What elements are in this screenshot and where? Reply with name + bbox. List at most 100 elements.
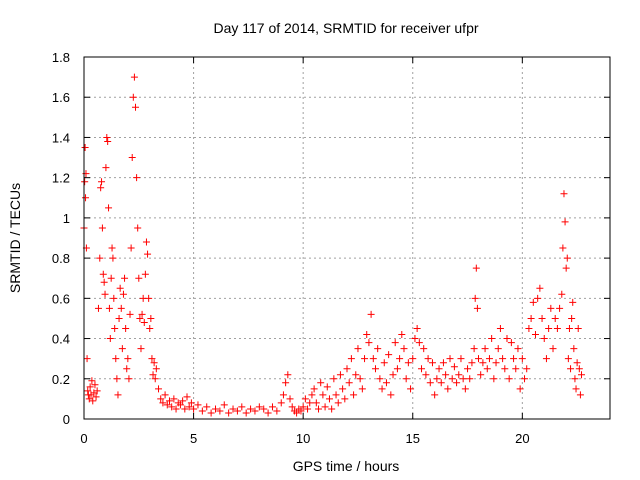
data-point bbox=[114, 391, 122, 399]
data-point bbox=[98, 178, 106, 186]
chart-title: Day 117 of 2014, SRMTID for receiver ufp… bbox=[213, 20, 478, 36]
data-point bbox=[341, 395, 349, 403]
data-point bbox=[105, 304, 113, 312]
data-point bbox=[471, 294, 479, 302]
data-point bbox=[297, 407, 305, 415]
data-point bbox=[542, 355, 550, 363]
data-point bbox=[521, 375, 529, 383]
data-point bbox=[387, 391, 395, 399]
data-point bbox=[356, 375, 364, 383]
data-point bbox=[117, 304, 125, 312]
data-point bbox=[439, 359, 447, 367]
data-point bbox=[415, 339, 423, 347]
y-tick-label: 1.6 bbox=[52, 90, 70, 105]
data-point bbox=[345, 379, 353, 387]
data-point bbox=[369, 355, 377, 363]
data-point bbox=[194, 401, 202, 409]
y-tick-label: 0.8 bbox=[52, 251, 70, 266]
data-point bbox=[437, 379, 445, 387]
data-point bbox=[103, 133, 111, 141]
data-point bbox=[426, 379, 434, 387]
data-point bbox=[565, 325, 573, 332]
data-point bbox=[559, 244, 567, 252]
data-point bbox=[100, 278, 108, 286]
data-point bbox=[574, 325, 582, 332]
data-point bbox=[92, 393, 100, 401]
data-point bbox=[106, 335, 114, 343]
data-point bbox=[428, 359, 436, 367]
data-point bbox=[448, 375, 456, 383]
data-point bbox=[457, 355, 465, 363]
data-point bbox=[473, 304, 481, 312]
data-point bbox=[325, 395, 333, 403]
data-point bbox=[525, 325, 533, 332]
data-point bbox=[144, 250, 152, 258]
data-point bbox=[132, 103, 140, 111]
data-point bbox=[168, 403, 176, 411]
data-point bbox=[97, 184, 105, 192]
data-point bbox=[571, 375, 579, 383]
data-point bbox=[187, 399, 195, 407]
data-point bbox=[142, 238, 150, 246]
data-point bbox=[499, 355, 507, 363]
data-point bbox=[563, 254, 571, 262]
data-point bbox=[140, 318, 148, 326]
data-point bbox=[284, 371, 292, 379]
data-point bbox=[505, 375, 513, 383]
data-point bbox=[109, 254, 117, 262]
data-point bbox=[198, 407, 206, 415]
data-point bbox=[453, 379, 461, 387]
y-tick-label: 0.6 bbox=[52, 291, 70, 306]
data-point bbox=[128, 154, 136, 162]
data-point bbox=[301, 395, 309, 403]
data-point bbox=[84, 387, 92, 395]
tick-labels: 0 0.2 0.4 0.6 0.8 1 1.2 1.4 1.6 1.8 0 5 10 15 20 bbox=[52, 50, 530, 446]
data-point bbox=[155, 385, 163, 393]
data-point bbox=[148, 355, 156, 363]
data-point bbox=[573, 359, 581, 367]
data-point bbox=[518, 355, 526, 363]
data-point bbox=[424, 355, 432, 363]
data-point bbox=[461, 385, 469, 393]
data-point bbox=[113, 375, 121, 383]
data-point bbox=[116, 284, 124, 292]
data-point bbox=[135, 274, 143, 282]
data-point bbox=[161, 391, 169, 399]
data-point bbox=[371, 365, 379, 373]
data-point bbox=[137, 345, 145, 353]
data-point bbox=[409, 355, 417, 363]
data-point bbox=[568, 314, 576, 322]
data-point bbox=[483, 365, 491, 373]
data-point bbox=[279, 391, 287, 399]
data-point bbox=[288, 403, 296, 411]
data-point bbox=[490, 375, 498, 383]
data-point bbox=[435, 365, 443, 373]
data-point bbox=[347, 355, 355, 363]
data-point bbox=[534, 294, 542, 302]
data-point bbox=[225, 409, 233, 417]
data-point bbox=[94, 304, 102, 312]
data-point bbox=[220, 401, 228, 409]
data-point bbox=[549, 345, 557, 353]
data-point bbox=[157, 395, 165, 403]
data-point bbox=[134, 224, 142, 232]
data-point bbox=[124, 355, 132, 363]
x-tick-label: 20 bbox=[515, 431, 529, 446]
data-point bbox=[365, 339, 373, 347]
axis-ticks bbox=[83, 56, 610, 420]
data-point bbox=[382, 379, 390, 387]
data-point bbox=[536, 284, 544, 292]
x-tick-label: 10 bbox=[296, 431, 310, 446]
x-tick-label: 15 bbox=[406, 431, 420, 446]
y-tick-label: 1 bbox=[63, 211, 70, 226]
data-point bbox=[107, 274, 115, 282]
data-point bbox=[468, 359, 476, 367]
data-point bbox=[570, 345, 578, 353]
data-point bbox=[150, 359, 158, 367]
data-point bbox=[413, 325, 421, 332]
data-point bbox=[556, 304, 564, 312]
data-point bbox=[485, 355, 493, 363]
data-point bbox=[112, 355, 120, 363]
data-point bbox=[477, 371, 485, 379]
data-point bbox=[514, 345, 522, 353]
